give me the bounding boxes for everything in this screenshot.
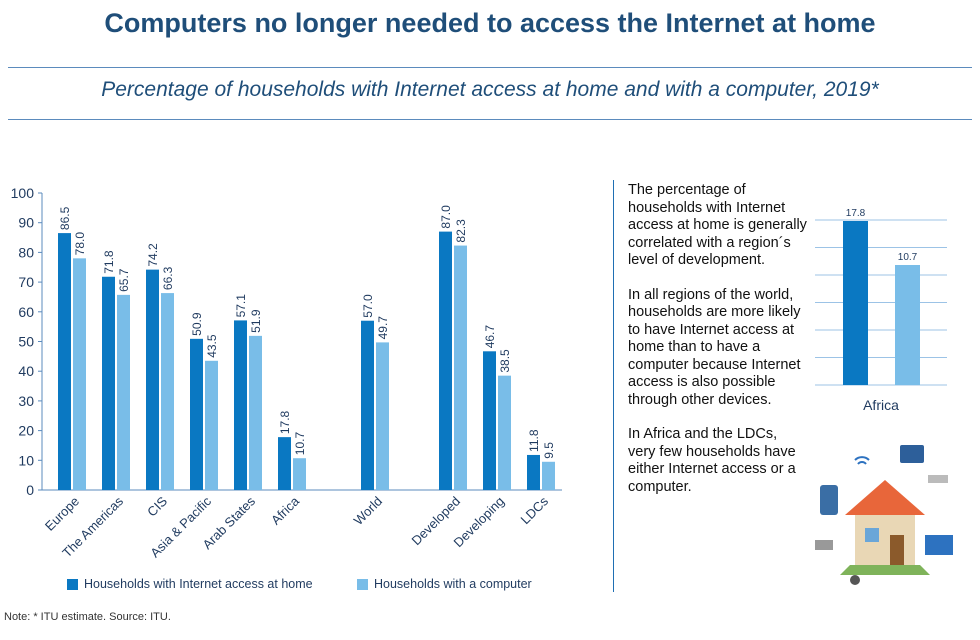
bar xyxy=(454,245,467,490)
y-tick-label: 40 xyxy=(18,363,34,379)
side-paragraph: The percentage of households with Intern… xyxy=(628,182,807,268)
bar xyxy=(73,258,86,490)
value-label: 57.1 xyxy=(234,294,248,318)
x-tick-label: Africa xyxy=(268,493,303,528)
legend-item-internet: Households with Internet access at home xyxy=(67,577,313,591)
side-paragraph: In all regions of the world, households … xyxy=(628,286,801,408)
africa-inset-chart: 17.8 10.7 Africa xyxy=(815,208,947,413)
value-label: 82.3 xyxy=(454,219,468,243)
legend-swatch xyxy=(67,578,78,590)
x-tick-label: Europe xyxy=(42,494,82,534)
value-label: 17.8 xyxy=(278,410,292,434)
bar xyxy=(439,231,452,491)
inset-value-label: 10.7 xyxy=(898,252,918,263)
divider xyxy=(8,119,972,120)
bar xyxy=(498,375,511,490)
value-label: 11.8 xyxy=(527,429,541,452)
smart-home-illustration-icon xyxy=(815,445,953,585)
value-label: 66.3 xyxy=(161,266,175,290)
value-label: 49.7 xyxy=(376,316,390,340)
bar xyxy=(483,351,496,490)
y-tick-label: 70 xyxy=(18,274,34,290)
legend-swatch xyxy=(357,578,368,590)
side-paragraph: In Africa and the LDCs, very few househo… xyxy=(628,426,796,495)
bar xyxy=(146,269,159,490)
legend-label: Households with Internet access at home xyxy=(84,577,313,591)
y-tick-label: 30 xyxy=(18,393,34,409)
chart-subtitle: Percentage of households with Internet a… xyxy=(101,78,879,101)
bar xyxy=(102,276,115,490)
x-tick-label: LDCs xyxy=(518,493,552,527)
inset-bar xyxy=(843,221,868,385)
bar xyxy=(190,338,203,490)
inset-bar xyxy=(895,265,920,385)
y-tick-label: 80 xyxy=(18,244,34,260)
value-label: 38.5 xyxy=(498,349,512,373)
y-tick-label: 50 xyxy=(18,334,34,350)
bar xyxy=(234,320,247,490)
value-label: 46.7 xyxy=(483,325,497,349)
value-label: 86.5 xyxy=(58,206,72,230)
bar xyxy=(205,360,218,490)
inset-category-label: Africa xyxy=(863,397,899,413)
value-label: 43.5 xyxy=(205,334,219,358)
bar xyxy=(527,454,540,490)
y-tick-label: 90 xyxy=(18,215,34,231)
value-label: 78.0 xyxy=(73,232,87,256)
source-note: Note: * ITU estimate. Source: ITU. xyxy=(4,611,171,623)
bar xyxy=(249,335,262,490)
bar xyxy=(376,342,389,490)
page-title: Computers no longer needed to access the… xyxy=(104,8,876,38)
bar xyxy=(361,320,374,490)
y-tick-label: 60 xyxy=(18,304,34,320)
bar xyxy=(278,437,291,490)
x-tick-label: World xyxy=(351,494,385,528)
side-text: The percentage of households with Intern… xyxy=(628,182,808,513)
bar-chart: 0 10 20 30 40 50 60 70 80 90 100 86.578.0 Europe 71.8… xyxy=(11,185,562,560)
y-tick-label: 10 xyxy=(18,452,34,468)
divider xyxy=(8,67,972,68)
value-label: 65.7 xyxy=(117,268,131,292)
y-tick-label: 0 xyxy=(26,482,34,498)
y-tick-label: 100 xyxy=(11,185,35,201)
value-label: 71.8 xyxy=(102,250,116,274)
legend-item-computer: Households with a computer xyxy=(357,577,532,591)
divider xyxy=(613,180,614,592)
bar xyxy=(161,293,174,490)
bar xyxy=(293,458,306,490)
inset-value-label: 17.8 xyxy=(846,208,866,219)
value-label: 74.2 xyxy=(146,243,160,267)
value-label: 87.0 xyxy=(439,205,453,229)
bar xyxy=(58,233,71,490)
value-label: 57.0 xyxy=(361,294,375,318)
bar xyxy=(542,461,555,490)
x-tick-label: CIS xyxy=(144,493,170,519)
value-label: 50.9 xyxy=(190,312,204,336)
y-tick-label: 20 xyxy=(18,423,34,439)
value-label: 10.7 xyxy=(293,432,307,456)
value-label: 9.5 xyxy=(542,442,556,459)
bar xyxy=(117,294,130,490)
value-label: 51.9 xyxy=(249,309,263,333)
legend-label: Households with a computer xyxy=(374,577,532,591)
